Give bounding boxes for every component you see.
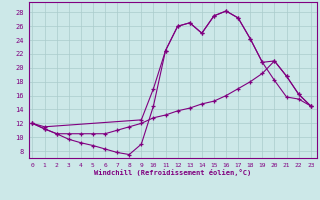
X-axis label: Windchill (Refroidissement éolien,°C): Windchill (Refroidissement éolien,°C)	[94, 169, 252, 176]
